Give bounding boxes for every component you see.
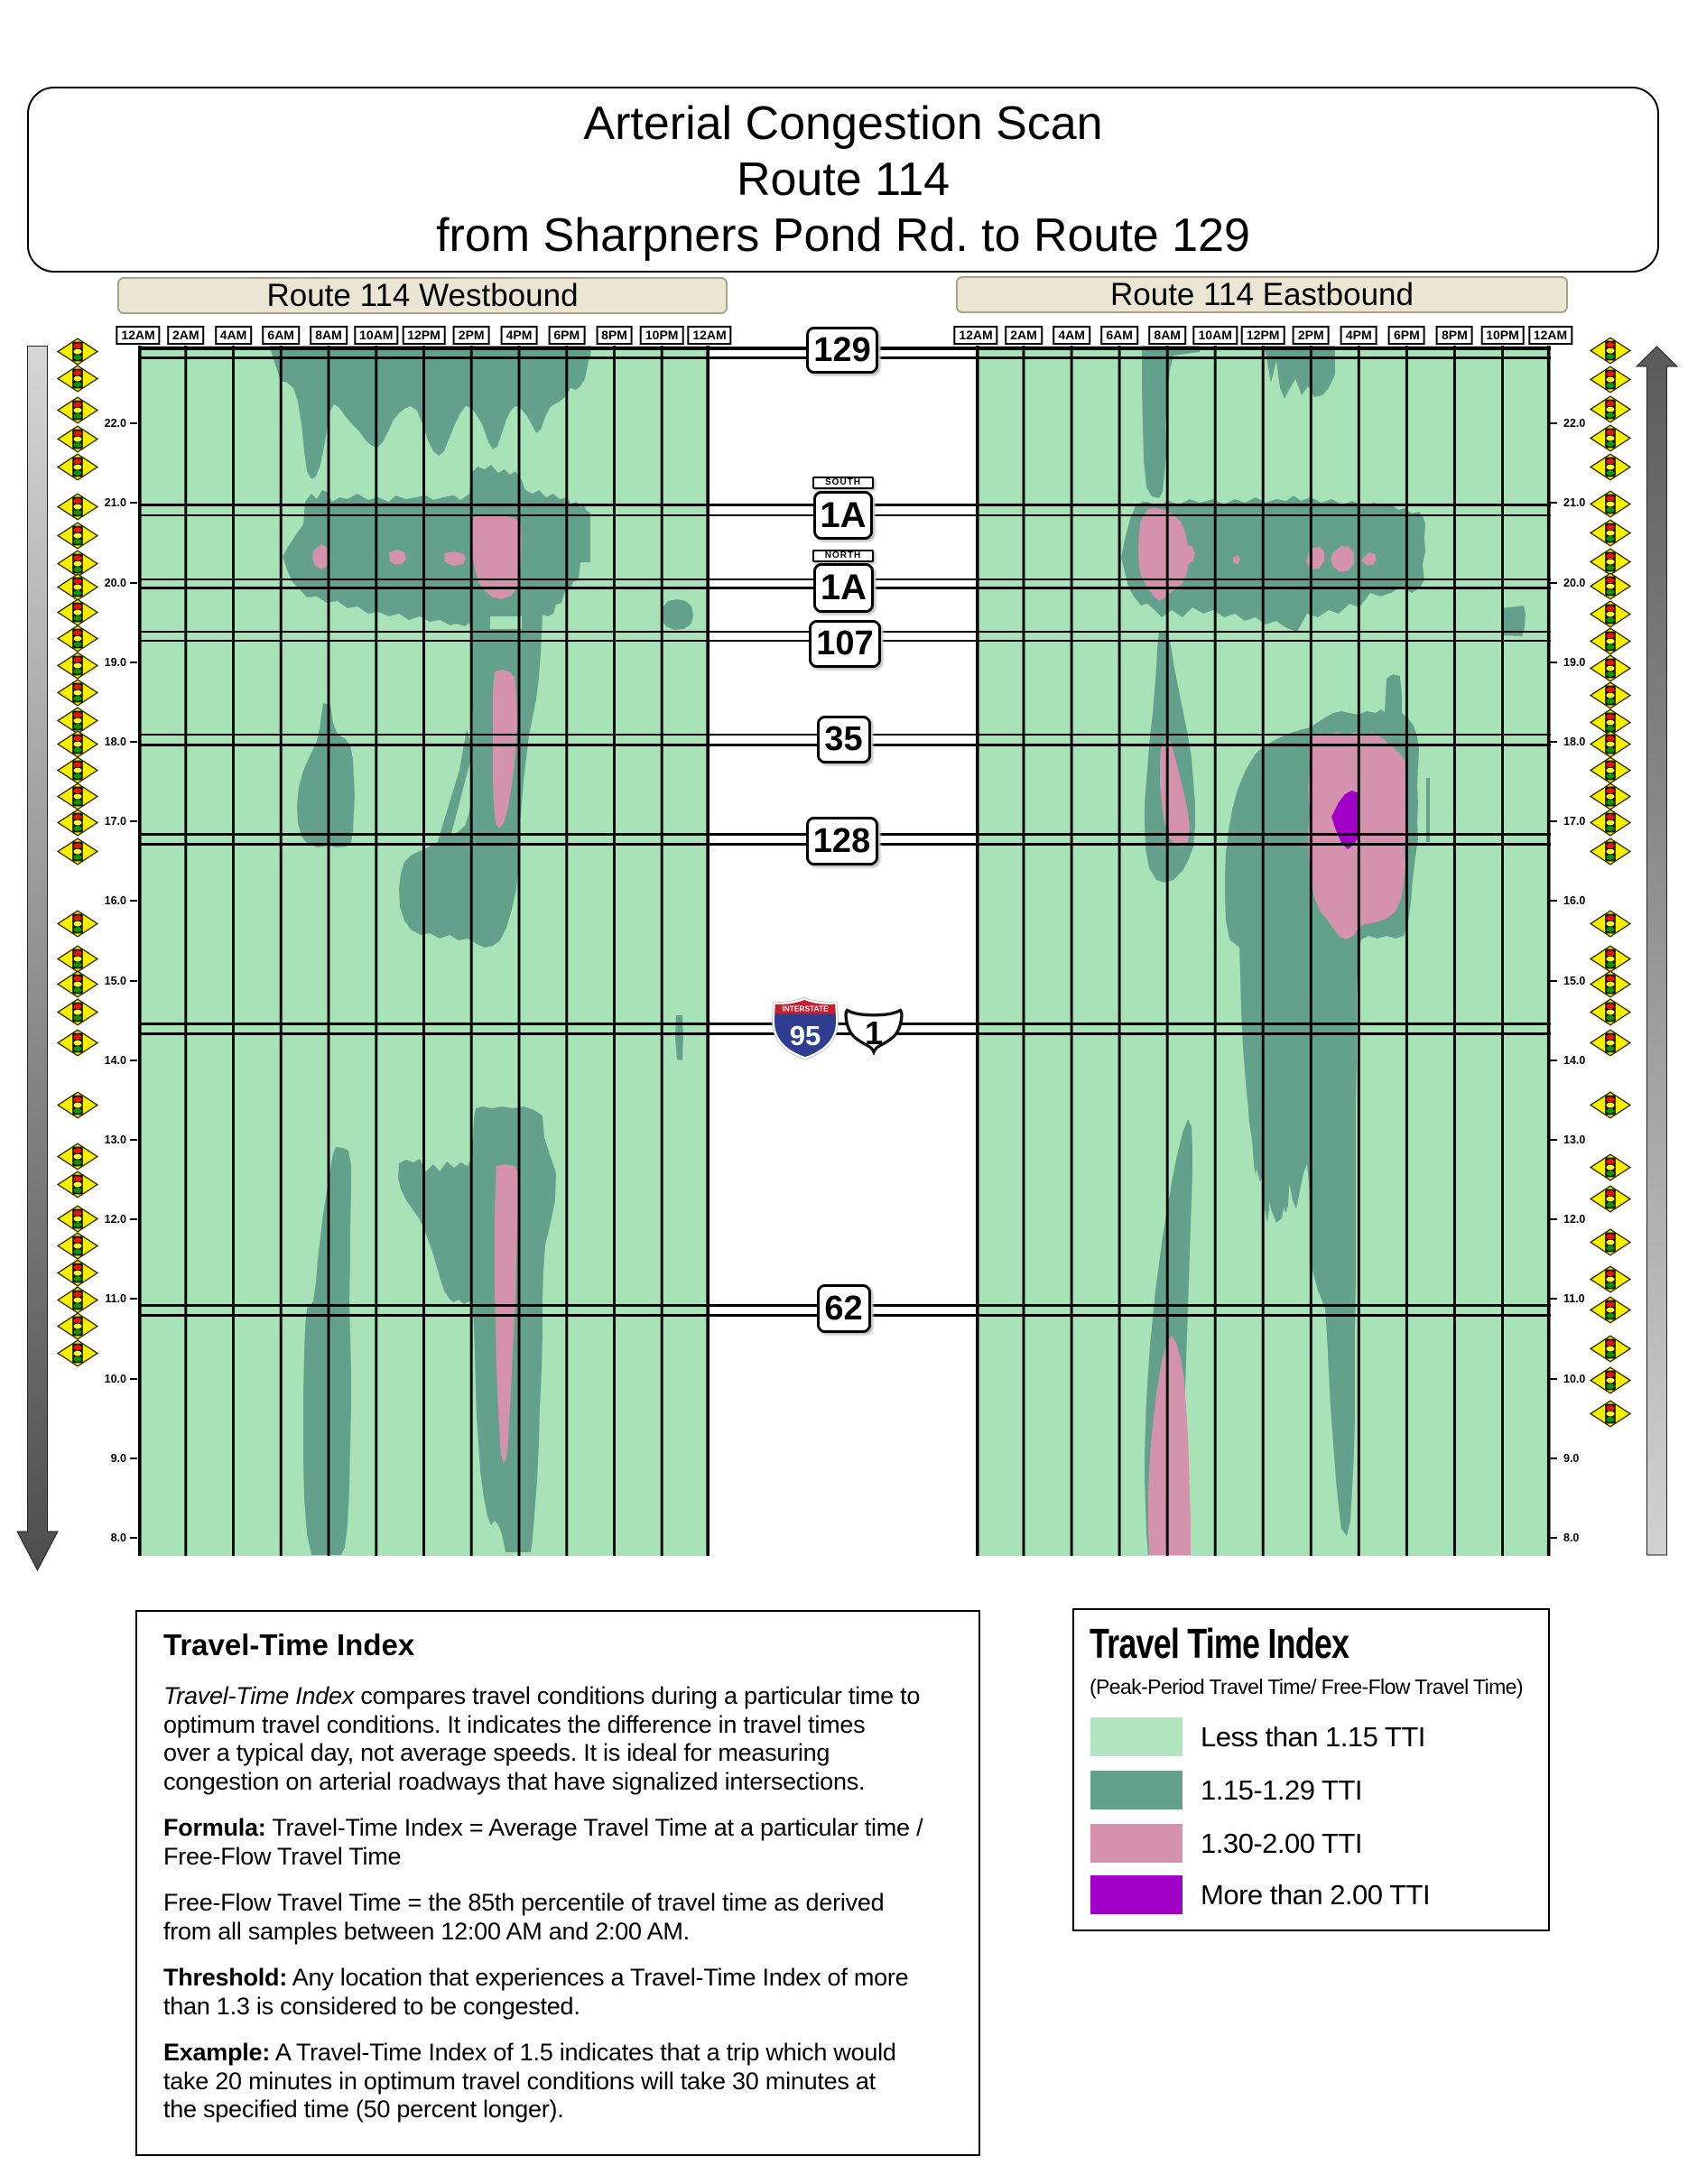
svg-text:INTERSTATE: INTERSTATE [782, 1004, 829, 1013]
svg-text:95: 95 [790, 1020, 821, 1051]
svg-text:1: 1 [865, 1014, 883, 1051]
